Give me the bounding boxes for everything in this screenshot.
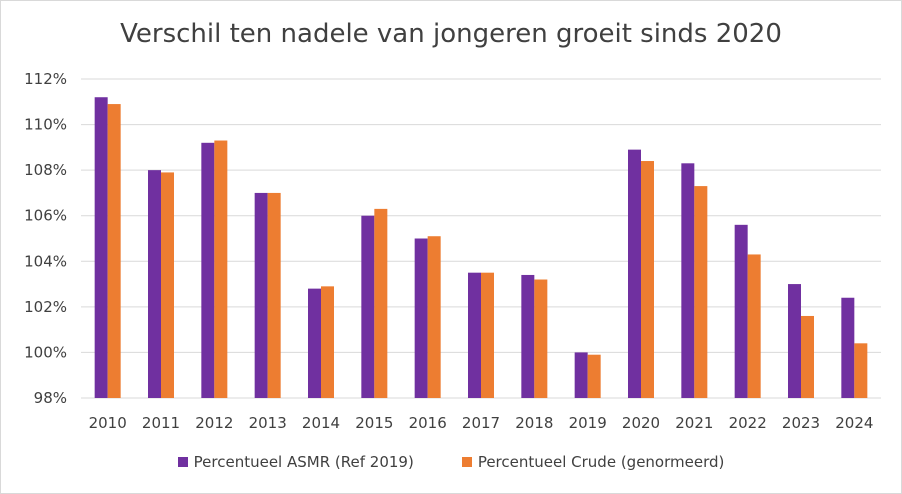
bar-asmr xyxy=(414,238,428,398)
x-tick-label: 2018 xyxy=(515,414,553,432)
bar-crude xyxy=(374,208,388,398)
bar-crude xyxy=(427,236,441,398)
x-tick-label: 2022 xyxy=(729,414,767,432)
bar-crude xyxy=(641,161,654,398)
legend-item-asmr: Percentueel ASMR (Ref 2019) xyxy=(177,453,414,471)
y-tick-label: 106% xyxy=(24,207,67,225)
x-tick-label: 2012 xyxy=(195,414,233,432)
bar-crude xyxy=(267,192,281,398)
x-tick-label: 2019 xyxy=(569,414,607,432)
legend-label-asmr: Percentueel ASMR (Ref 2019) xyxy=(193,453,414,471)
x-tick-label: 2011 xyxy=(142,414,180,432)
x-tick-label: 2014 xyxy=(302,414,340,432)
legend-label-crude: Percentueel Crude (genormeerd) xyxy=(477,453,725,471)
x-tick-label: 2024 xyxy=(835,414,873,432)
legend-swatch-crude xyxy=(461,457,472,467)
bar-crude xyxy=(854,343,868,398)
x-tick-label: 2021 xyxy=(675,414,713,432)
y-tick-label: 110% xyxy=(24,116,67,134)
bar-crude xyxy=(481,272,494,398)
legend-swatch-asmr xyxy=(177,457,188,467)
x-tick-label: 2016 xyxy=(409,414,447,432)
bar-asmr xyxy=(254,192,268,398)
chart-title: Verschil ten nadele van jongeren groeit … xyxy=(120,19,782,49)
bar-asmr xyxy=(734,224,748,398)
bar-asmr xyxy=(841,297,855,398)
bar-asmr xyxy=(788,284,801,398)
bar-crude xyxy=(587,354,601,398)
bar-asmr xyxy=(681,163,695,398)
bar-crude xyxy=(107,104,121,399)
x-tick-label: 2010 xyxy=(89,414,127,432)
bar-asmr xyxy=(521,274,535,398)
bar-asmr xyxy=(308,288,321,398)
y-tick-label: 98% xyxy=(34,389,67,407)
bar-asmr xyxy=(361,215,375,398)
bar-crude xyxy=(801,315,814,398)
x-tick-label: 2020 xyxy=(622,414,660,432)
y-tick-label: 100% xyxy=(24,343,67,361)
legend: Percentueel ASMR (Ref 2019) Percentueel … xyxy=(1,453,901,471)
bar-asmr xyxy=(94,97,108,398)
y-tick-label: 104% xyxy=(24,252,67,270)
bar-crude xyxy=(321,286,334,398)
bar-asmr xyxy=(468,272,481,398)
bar-crude xyxy=(694,186,708,398)
x-tick-label: 2015 xyxy=(355,414,393,432)
y-tick-label: 108% xyxy=(24,161,67,179)
bar-asmr xyxy=(148,170,161,398)
x-tick-label: 2013 xyxy=(249,414,287,432)
bar-crude xyxy=(161,172,174,398)
legend-item-crude: Percentueel Crude (genormeerd) xyxy=(461,453,725,471)
bar-crude xyxy=(534,279,548,398)
y-tick-label: 102% xyxy=(24,298,67,316)
bar-asmr xyxy=(574,352,588,398)
x-tick-label: 2017 xyxy=(462,414,500,432)
bar-crude xyxy=(747,254,761,398)
bar-asmr xyxy=(628,149,641,398)
x-tick-label: 2023 xyxy=(782,414,820,432)
y-tick-label: 112% xyxy=(24,70,67,88)
bar-crude xyxy=(214,140,228,398)
bar-asmr xyxy=(201,142,215,398)
